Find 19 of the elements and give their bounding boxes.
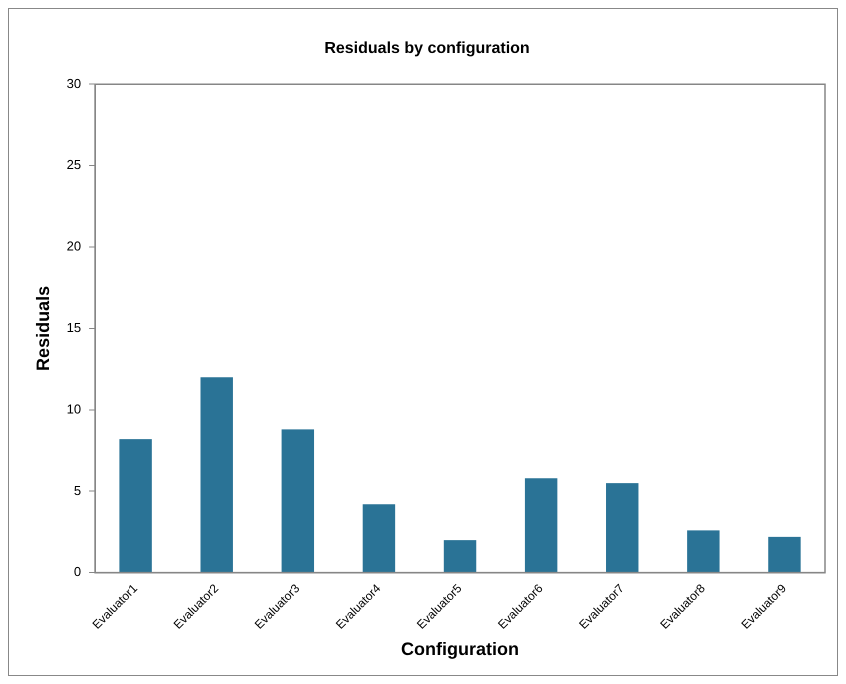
bar [119, 439, 152, 572]
bar [768, 536, 801, 572]
bar [282, 429, 314, 572]
y-tick-label: 5 [74, 482, 82, 498]
bar [200, 377, 233, 572]
y-tick-label: 20 [66, 238, 82, 254]
x-axis-title: Configuration [401, 639, 520, 660]
bar [444, 540, 476, 572]
bar [606, 483, 638, 572]
bar [687, 530, 720, 572]
y-tick-label: 25 [66, 157, 82, 172]
bar [362, 504, 396, 572]
y-tick-label: 15 [66, 320, 82, 336]
y-tick-label: 0 [74, 564, 82, 580]
y-axis-title: Residuals [32, 286, 53, 371]
y-tick-label: 10 [66, 401, 82, 416]
bar [524, 478, 558, 572]
y-tick-label: 30 [66, 76, 82, 91]
chart-title: Residuals by configuration [324, 40, 530, 58]
